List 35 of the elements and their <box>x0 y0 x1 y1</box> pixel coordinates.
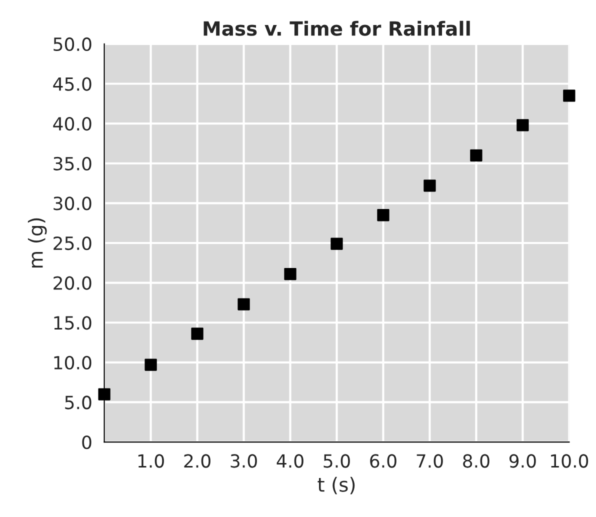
y-tick-label: 45.0 <box>53 77 92 91</box>
y-tick-label: 50.0 <box>54 37 92 52</box>
x-tick-label: 10.0 <box>551 454 588 468</box>
point <box>98 388 110 400</box>
x-tick-label: 2.0 <box>184 454 210 468</box>
point <box>563 90 576 102</box>
point <box>284 268 296 280</box>
x-tick-label: 4.0 <box>276 454 304 468</box>
x-tick-label: 6.0 <box>370 454 396 468</box>
x-tick-label: 9.0 <box>509 454 536 468</box>
y-tick-label: 5.0 <box>65 396 92 410</box>
y-tick-label: 10.0 <box>54 356 92 370</box>
y-tick-label: 35.0 <box>54 156 92 170</box>
point <box>377 209 390 222</box>
x-tick-label: 1.0 <box>138 454 164 468</box>
y-axis-title: m (g) <box>28 218 47 268</box>
y-tick-label: 20.0 <box>54 276 92 290</box>
point <box>238 298 250 310</box>
point <box>470 149 482 162</box>
y-tick-label: 0 <box>82 435 92 450</box>
y-tick-label: 15.0 <box>54 316 92 330</box>
x-tick-label: 8.0 <box>463 454 490 468</box>
y-tick-label: 40.0 <box>53 117 92 131</box>
y-tick-label: 30.0 <box>54 196 92 210</box>
point <box>191 328 204 340</box>
chart-title: Mass v. Time for Rainfall <box>204 20 470 36</box>
x-tick-label: 5.0 <box>324 454 350 468</box>
point <box>424 180 436 192</box>
x-tick-label: 3.0 <box>230 454 257 468</box>
x-tick-label: 7.0 <box>416 454 443 468</box>
point <box>144 358 157 371</box>
point <box>516 119 529 132</box>
y-tick-label: 25.0 <box>54 236 92 250</box>
point <box>330 238 343 250</box>
x-axis-title: t (s) <box>318 476 355 494</box>
